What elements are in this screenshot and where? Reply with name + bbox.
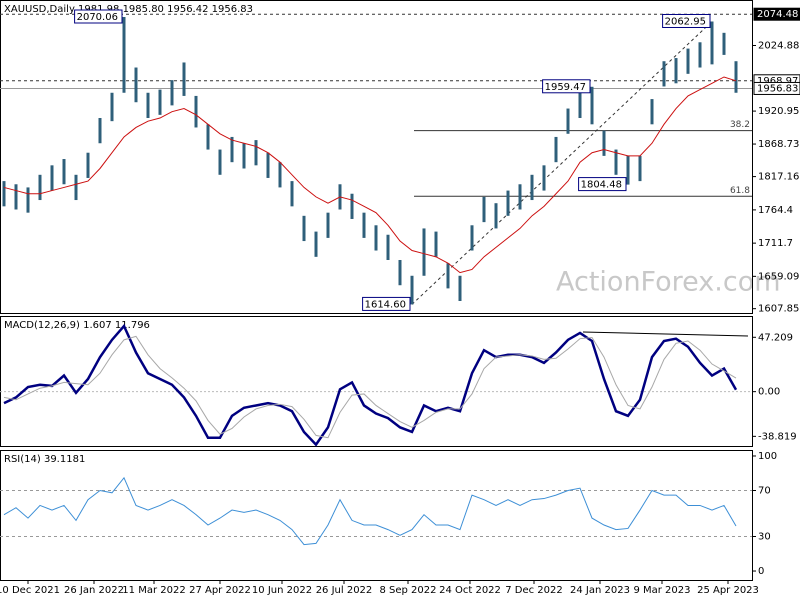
series-line	[3, 476, 737, 546]
y-tick-label: 70	[758, 485, 771, 496]
panel-frame	[0, 450, 753, 581]
price-label: 2074.48	[757, 9, 798, 20]
annotation-box	[74, 9, 123, 24]
series-line	[3, 76, 737, 274]
panel-title: MACD(12,26,9) 1.607 11.796	[4, 320, 150, 331]
price-label: 1956.83	[757, 83, 798, 94]
price-label: 1968.97	[757, 76, 798, 87]
x-tick-label: 26 Jul 2022	[316, 585, 373, 596]
annotation-box	[362, 296, 411, 311]
annotation-label: 1804.48	[581, 180, 622, 191]
trend-line	[411, 21, 713, 305]
annotation-box	[662, 13, 711, 28]
panel-frame	[0, 316, 753, 447]
y-tick-label: 1868.73	[758, 139, 799, 150]
x-tick-label: 10 Jun 2022	[252, 585, 312, 596]
x-tick-label: 10 Dec 2021	[0, 585, 60, 596]
y-tick-label: 1920.95	[758, 106, 799, 117]
annotation-box	[542, 79, 591, 94]
trend-line	[582, 331, 749, 337]
annotation-label: 1959.47	[545, 82, 586, 93]
series-line	[3, 323, 738, 447]
price-box	[753, 81, 800, 95]
fib-label: 38.2	[730, 120, 750, 130]
x-tick-label: 25 Apr 2023	[697, 585, 759, 596]
price-box	[753, 7, 800, 21]
panel-frame	[0, 0, 753, 314]
y-tick-label: -38.819	[758, 431, 797, 442]
y-tick-label: 100	[758, 451, 777, 462]
y-tick-label: 1711.7	[758, 238, 793, 249]
y-tick-label: 2024.88	[758, 41, 799, 52]
y-tick-label: 1607.85	[758, 304, 799, 315]
x-tick-label: 9 Mar 2023	[633, 585, 690, 596]
y-tick-label: 0.00	[758, 387, 780, 398]
y-tick-label: 1659.09	[758, 271, 799, 282]
x-tick-label: 8 Sep 2022	[379, 585, 436, 596]
annotation-box	[578, 177, 627, 192]
annotation-label: 1614.60	[365, 299, 406, 310]
annotation-label: 2070.06	[77, 12, 118, 23]
x-tick-label: 7 Dec 2022	[505, 585, 563, 596]
x-tick-label: 11 Mar 2022	[122, 585, 185, 596]
y-tick-label: 1764.4	[758, 205, 793, 216]
panel-title: RSI(14) 39.1181	[4, 454, 85, 465]
x-tick-label: 26 Jan 2022	[64, 585, 124, 596]
x-tick-label: 27 Apr 2022	[189, 585, 251, 596]
fib-label: 61.8	[730, 186, 750, 196]
y-tick-label: 0	[758, 566, 764, 577]
y-tick-label: 30	[758, 532, 771, 543]
x-tick-label: 24 Jan 2023	[570, 585, 630, 596]
watermark: ActionForex.com	[556, 267, 781, 298]
x-tick-label: 24 Oct 2022	[439, 585, 501, 596]
series-line	[3, 335, 737, 439]
y-tick-label: 47.209	[758, 332, 793, 343]
panel-title: XAUUSD,Daily 1981.98 1985.80 1956.42 195…	[4, 4, 253, 15]
y-tick-label: 1817.16	[758, 172, 799, 183]
annotation-label: 2062.95	[665, 16, 706, 27]
